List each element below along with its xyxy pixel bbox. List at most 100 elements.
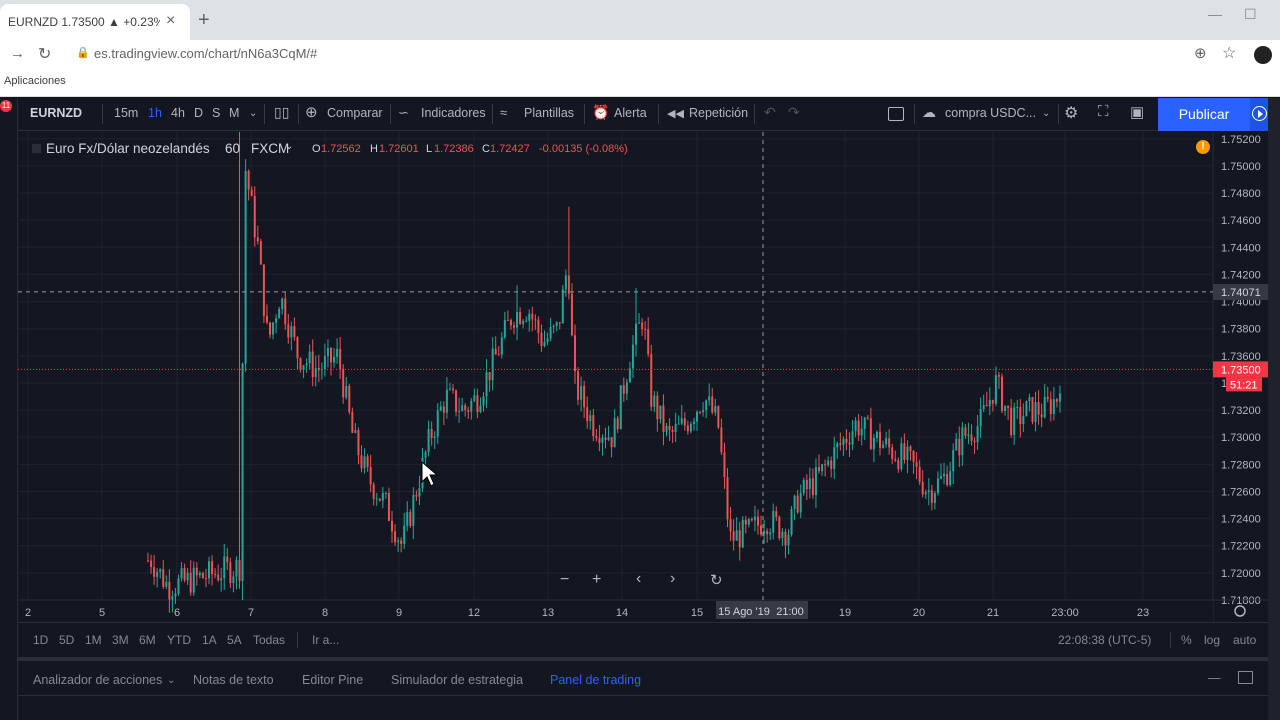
range-all[interactable]: Todas	[253, 633, 286, 647]
replay-button[interactable]: Repetición	[689, 106, 749, 120]
scroll-left-icon[interactable]: ‹	[636, 570, 642, 587]
goto-date[interactable]: Ir a...	[312, 633, 340, 647]
range-1d[interactable]: 1D	[33, 633, 49, 647]
candle-down	[400, 540, 403, 544]
address-bar: → ↻ 🔒 es.tradingview.com/chart/nN6a3CqM/…	[0, 40, 1280, 70]
candle-up	[458, 410, 461, 412]
chevron-down-icon[interactable]: ⌄	[167, 675, 176, 686]
price-tick-label: 1.74800	[1221, 188, 1261, 200]
candle-up	[1016, 407, 1019, 409]
percent-toggle[interactable]: %	[1181, 633, 1192, 647]
price-tick-label: 1.73000	[1221, 432, 1261, 444]
range-1a[interactable]: 1A	[202, 633, 217, 647]
auto-toggle[interactable]: auto	[1233, 633, 1257, 647]
new-tab-icon[interactable]: +	[198, 9, 210, 31]
minimize-panel-icon[interactable]: —	[1208, 671, 1221, 685]
zoom-out-icon[interactable]: −	[560, 571, 570, 588]
camera-icon[interactable]: ▣	[1130, 104, 1145, 121]
install-icon[interactable]: ⊕	[1194, 45, 1207, 62]
chevron-down-icon[interactable]: ⌄	[249, 108, 258, 119]
gear-icon[interactable]: ⚙	[1064, 105, 1079, 122]
range-ytd[interactable]: YTD	[167, 633, 191, 647]
candle-up	[192, 567, 195, 593]
reload-icon[interactable]: ↻	[38, 46, 52, 63]
candle-down	[442, 406, 445, 413]
candle-up	[427, 428, 430, 452]
legend-exchange: FXCM	[251, 141, 290, 156]
chart-toolbar: EURNZD 15m 1h 4h D S M ⌄ ▯▯ ⊕ Comparar ∽…	[18, 98, 1268, 131]
interval-s[interactable]: S	[212, 106, 221, 120]
log-toggle[interactable]: log	[1204, 633, 1221, 647]
compare-button[interactable]: Comparar	[327, 106, 383, 120]
interval-d[interactable]: D	[194, 106, 204, 120]
browser-tab[interactable]: EURNZD 1.73500 ▲ +0.23% com ×	[0, 4, 190, 40]
chevron-down-icon[interactable]: ⌄	[285, 141, 294, 152]
close-tab-icon[interactable]: ×	[166, 12, 176, 29]
interval-4h[interactable]: 4h	[171, 106, 185, 120]
url-field[interactable]: es.tradingview.com/chart/nN6a3CqM/#	[94, 46, 318, 61]
candle-down	[744, 519, 747, 525]
redo-icon[interactable]: ↷	[788, 104, 800, 120]
candle-down	[238, 560, 241, 581]
close-label: C	[482, 143, 490, 155]
plus-circle-icon: ⊕	[305, 104, 318, 121]
tab-pine-editor[interactable]: Editor Pine	[302, 673, 364, 687]
maximize-panel-icon[interactable]	[1238, 671, 1253, 684]
candle-down	[153, 567, 156, 577]
bookmark-apps[interactable]: Aplicaciones	[4, 75, 66, 87]
tab-stock-screener[interactable]: Analizador de acciones	[33, 673, 163, 687]
avatar[interactable]	[1254, 46, 1272, 64]
candle-up	[692, 421, 695, 424]
range-1m[interactable]: 1M	[85, 633, 102, 647]
range-3m[interactable]: 3M	[112, 633, 129, 647]
play-icon[interactable]	[1250, 98, 1268, 131]
candle-down	[531, 313, 534, 320]
range-5d[interactable]: 5D	[59, 633, 75, 647]
range-6m[interactable]: 6M	[139, 633, 156, 647]
symbol-search[interactable]: EURNZD	[30, 106, 83, 120]
zoom-in-icon[interactable]: +	[592, 571, 602, 588]
interval-15m[interactable]: 15m	[114, 106, 139, 120]
notification-badge[interactable]: 11	[0, 100, 12, 112]
minimize-icon[interactable]: —	[1208, 6, 1222, 22]
scroll-right-icon[interactable]: ›	[670, 570, 676, 587]
forward-icon[interactable]: →	[10, 45, 25, 62]
candle-down	[879, 431, 881, 449]
candle-up	[375, 498, 378, 500]
publish-button[interactable]: Publicar	[1158, 98, 1250, 131]
candle-up	[491, 348, 494, 381]
tab-text-notes[interactable]: Notas de texto	[193, 673, 274, 687]
tab-strategy-tester[interactable]: Simulador de estrategia	[391, 673, 524, 687]
saved-layout-name[interactable]: compra USDC...	[945, 106, 1036, 120]
interval-m[interactable]: M	[229, 106, 240, 120]
fullscreen-icon[interactable]: ⛶	[1098, 103, 1109, 120]
time-tick-label: 21	[987, 607, 999, 619]
indicators-button[interactable]: Indicadores	[421, 106, 486, 120]
alert-button[interactable]: Alerta	[614, 106, 647, 120]
candle-up	[326, 348, 329, 357]
warning-icon[interactable]: !	[1196, 140, 1210, 154]
collapse-legend-icon[interactable]	[32, 144, 41, 153]
bookmark-star-icon[interactable]: ☆	[1222, 45, 1237, 62]
tab-trading-panel[interactable]: Panel de trading	[550, 673, 642, 687]
candle-down	[409, 512, 412, 526]
price-chart[interactable]: 1.75200 1.75000 1.74800 1.74600 1.74400 1.742…	[18, 132, 1268, 622]
time-tick-label: 6	[174, 607, 180, 619]
reset-chart-icon[interactable]: ↻	[710, 572, 723, 589]
layout-icon[interactable]	[888, 107, 904, 121]
chevron-down-icon[interactable]: ⌄	[1042, 108, 1051, 119]
interval-1h[interactable]: 1h	[148, 106, 162, 120]
replay-icon: ◀◀	[667, 108, 684, 120]
undo-icon[interactable]: ↶	[764, 104, 776, 120]
clock-timezone[interactable]: 22:08:38 (UTC-5)	[1058, 633, 1152, 647]
candle-down	[668, 425, 671, 430]
templates-button[interactable]: Plantillas	[524, 106, 575, 120]
candle-up	[433, 436, 436, 438]
range-5a[interactable]: 5A	[227, 633, 242, 647]
candle-up	[961, 427, 964, 456]
candles-icon[interactable]: ▯▯	[274, 104, 290, 120]
candle-down	[586, 407, 589, 422]
open-label: O	[312, 143, 321, 155]
candle-up	[842, 438, 845, 445]
maximize-icon[interactable]: ☐	[1244, 6, 1257, 22]
